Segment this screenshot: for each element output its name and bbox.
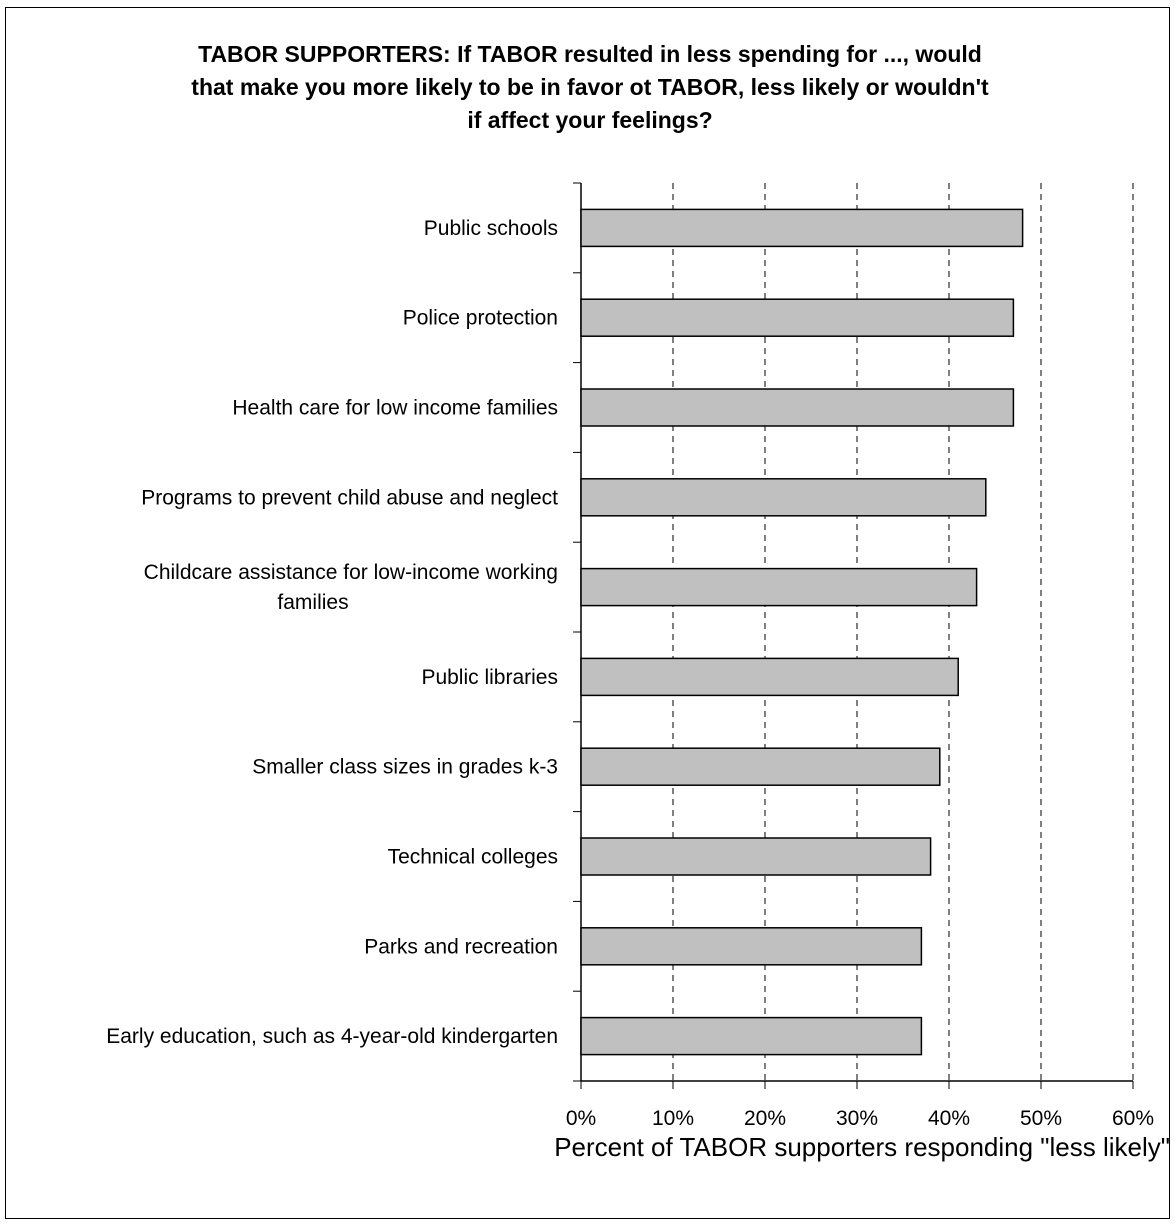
category-label-8: Parks and recreation	[364, 935, 558, 958]
x-tick-label-30: 30%	[836, 1107, 878, 1130]
category-label-1: Police protection	[403, 307, 558, 330]
x-tick-label-40: 40%	[928, 1107, 970, 1130]
bar-3	[581, 479, 986, 516]
bar-2	[581, 389, 1013, 426]
category-label-7: Technical colleges	[388, 846, 558, 869]
category-label-4-line-0: Childcare assistance for low-income work…	[144, 561, 558, 584]
x-tick-label-50: 50%	[1020, 1107, 1062, 1130]
bar-6	[581, 748, 940, 785]
bar-7	[581, 838, 931, 875]
category-label-3: Programs to prevent child abuse and negl…	[141, 486, 558, 509]
x-tick-label-0: 0%	[566, 1107, 596, 1130]
category-label-2: Health care for low income families	[232, 397, 558, 420]
category-label-4-line-1: families	[277, 591, 348, 614]
x-tick-label-10: 10%	[652, 1107, 694, 1130]
x-axis-label: Percent of TABOR supporters responding "…	[400, 1132, 1170, 1163]
bar-8	[581, 928, 921, 965]
x-tick-label-60: 60%	[1112, 1107, 1154, 1130]
bar-4	[581, 569, 977, 606]
bar-9	[581, 1018, 921, 1055]
bar-0	[581, 209, 1023, 246]
category-label-5: Public libraries	[421, 666, 558, 689]
category-label-9: Early education, such as 4-year-old kind…	[106, 1025, 558, 1048]
bar-5	[581, 658, 958, 695]
x-tick-label-20: 20%	[744, 1107, 786, 1130]
bar-1	[581, 299, 1013, 336]
category-label-0: Public schools	[424, 217, 558, 240]
category-label-6: Smaller class sizes in grades k-3	[252, 756, 558, 779]
